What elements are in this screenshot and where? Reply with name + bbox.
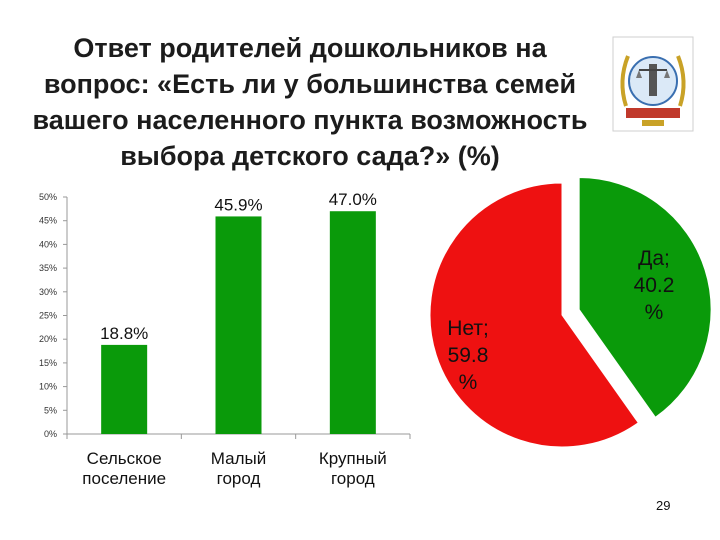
emblem-logo [612,36,694,132]
page-number: 29 [656,498,671,513]
category-label: Крупный [319,449,387,468]
pie-slice-label: Нет; [447,317,489,340]
pie-slice-label: % [645,301,664,324]
chart-title: Ответ родителей дошкольников на вопрос: … [32,33,588,171]
category-label: город [331,469,375,488]
y-tick-label: 40% [39,239,57,249]
bar [215,216,262,434]
y-tick-label: 0% [44,429,57,439]
bar-data-label: 18.8% [100,324,148,343]
y-tick-label: 20% [39,334,57,344]
pie-slice [578,177,712,418]
category-label: Сельское [87,449,162,468]
category-label: Малый [211,449,266,468]
y-tick-label: 35% [39,263,57,273]
y-tick-label: 45% [39,216,57,226]
pie-slice-label: % [459,371,478,394]
y-tick-label: 10% [39,382,57,392]
pie-slice-label: Да; [638,247,670,270]
pie-slice-label: 59.8 [448,344,489,367]
pie-slice [429,182,639,448]
y-tick-label: 30% [39,287,57,297]
y-tick-label: 25% [39,311,57,321]
bar [329,211,376,434]
bar [101,344,148,434]
category-label: город [217,469,261,488]
y-tick-label: 50% [39,192,57,202]
pie-slice-label: 40.2 [634,274,675,297]
category-label: поселение [82,469,166,488]
bar-data-label: 47.0% [329,190,377,209]
y-tick-label: 15% [39,358,57,368]
bar-data-label: 45.9% [214,195,262,214]
y-tick-label: 5% [44,405,57,415]
